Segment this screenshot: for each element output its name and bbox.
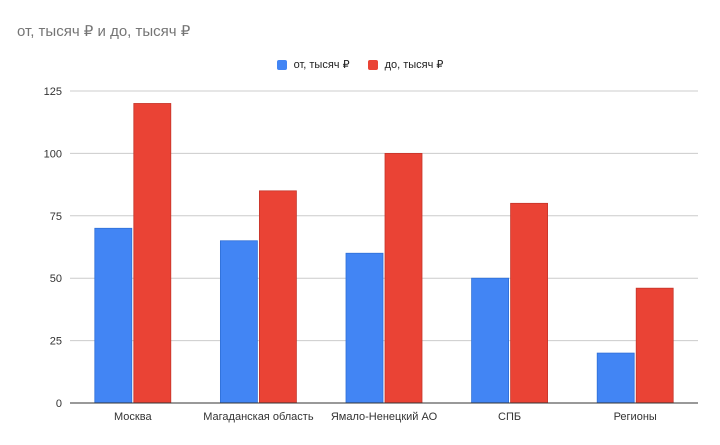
chart-title: от, тысяч ₽ и до, тысяч ₽ bbox=[17, 23, 191, 40]
legend-item-series-1: от, тысяч ₽ bbox=[276, 58, 350, 71]
legend: от, тысяч ₽ до, тысяч ₽ bbox=[0, 58, 720, 71]
legend-item-series-2: до, тысяч ₽ bbox=[367, 58, 444, 71]
bar-series-1-4 bbox=[596, 352, 635, 404]
x-tick-label-0: Москва bbox=[114, 411, 152, 423]
bar-series-1-1 bbox=[219, 240, 258, 404]
x-tick-label-2: Ямало-Ненецкий АО bbox=[331, 411, 438, 423]
bar-series-1-2 bbox=[345, 252, 384, 404]
legend-label-series-1: от, тысяч ₽ bbox=[293, 59, 350, 71]
bar-series-2-1 bbox=[258, 190, 297, 404]
legend-label-series-2: до, тысяч ₽ bbox=[384, 59, 444, 71]
y-tick-label-25: 25 bbox=[50, 336, 62, 348]
y-tick-label-0: 0 bbox=[56, 398, 62, 410]
x-tick-label-1: Магаданская область bbox=[203, 411, 314, 423]
bar-series-2-4 bbox=[635, 287, 674, 404]
y-tick-label-75: 75 bbox=[50, 211, 62, 223]
y-tick-label-50: 50 bbox=[50, 273, 62, 285]
bar-series-2-0 bbox=[133, 103, 172, 404]
bar-series-2-2 bbox=[384, 152, 423, 404]
x-tick-label-4: Регионы bbox=[614, 411, 657, 423]
bar-series-1-0 bbox=[94, 227, 133, 404]
legend-swatch-series-1 bbox=[276, 59, 287, 70]
bar-series-2-3 bbox=[510, 202, 549, 404]
legend-swatch-series-2 bbox=[367, 59, 378, 70]
y-tick-label-100: 100 bbox=[44, 148, 62, 160]
x-tick-label-3: СПБ bbox=[498, 411, 521, 423]
bar-series-1-3 bbox=[471, 277, 510, 404]
y-tick-label-125: 125 bbox=[44, 86, 62, 98]
